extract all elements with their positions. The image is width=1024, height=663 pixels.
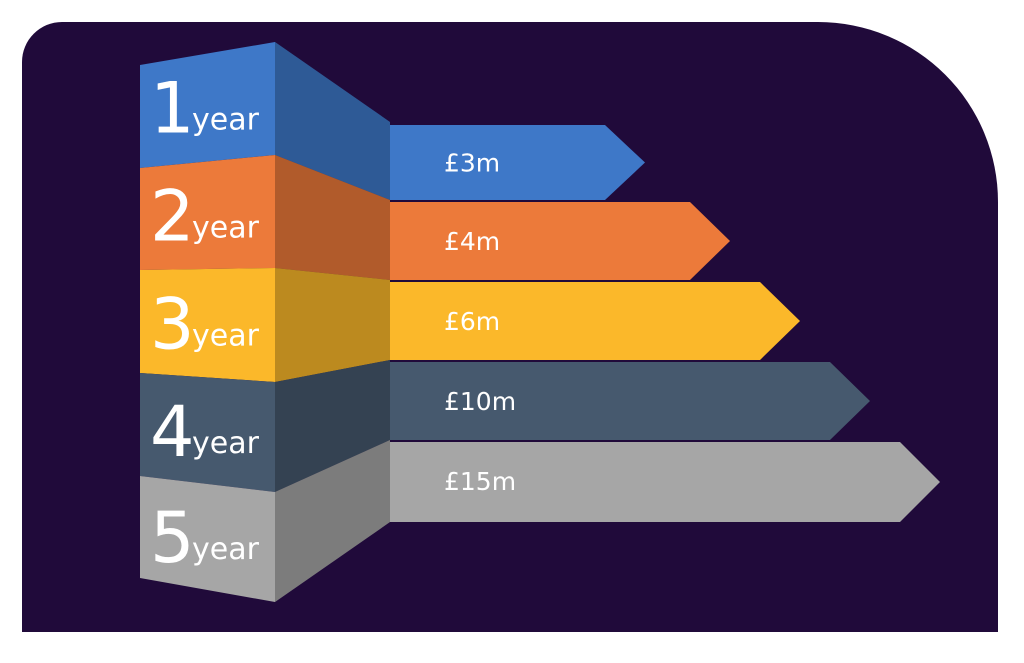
side-shade [275, 360, 390, 492]
side-face [275, 360, 390, 492]
front-face [140, 42, 275, 168]
side-shade [275, 268, 390, 382]
year-unit: year [192, 426, 260, 461]
arrow [390, 362, 870, 440]
year-unit: year [192, 210, 260, 245]
side-face [275, 440, 390, 602]
side-face [275, 42, 390, 200]
side-face [275, 268, 390, 382]
year-number: 4 [150, 391, 195, 473]
front-face [140, 155, 275, 270]
arrow [390, 282, 800, 360]
side-shade [275, 155, 390, 280]
side-face [275, 155, 390, 280]
amount-label: £3m [444, 149, 500, 178]
year-unit: year [192, 532, 260, 567]
year-unit: year [192, 103, 260, 138]
arrow [390, 202, 730, 280]
front-face [140, 476, 275, 602]
amount-label: £10m [444, 387, 516, 416]
year-number: 1 [150, 68, 195, 150]
amount-label: £15m [444, 467, 516, 496]
year-number: 2 [150, 175, 195, 257]
front-face [140, 373, 275, 492]
year-number: 5 [150, 497, 195, 579]
amount-label: £4m [444, 227, 500, 256]
side-shade [275, 42, 390, 200]
arrow [390, 125, 645, 200]
front-face [140, 268, 275, 382]
year-number: 3 [150, 283, 195, 365]
year-unit: year [192, 318, 260, 353]
arrow [390, 442, 940, 522]
side-shade [275, 440, 390, 602]
amount-label: £6m [444, 307, 500, 336]
